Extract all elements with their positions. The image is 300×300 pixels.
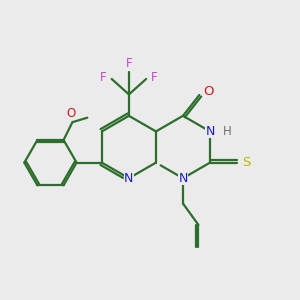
Text: O: O: [203, 85, 214, 98]
Text: O: O: [66, 107, 76, 120]
Text: N: N: [178, 172, 188, 185]
Text: H: H: [224, 125, 232, 138]
Text: F: F: [126, 57, 132, 70]
Text: N: N: [205, 125, 215, 138]
Text: F: F: [100, 71, 107, 84]
Text: S: S: [242, 156, 250, 169]
Text: N: N: [124, 172, 134, 185]
Text: F: F: [151, 71, 158, 84]
